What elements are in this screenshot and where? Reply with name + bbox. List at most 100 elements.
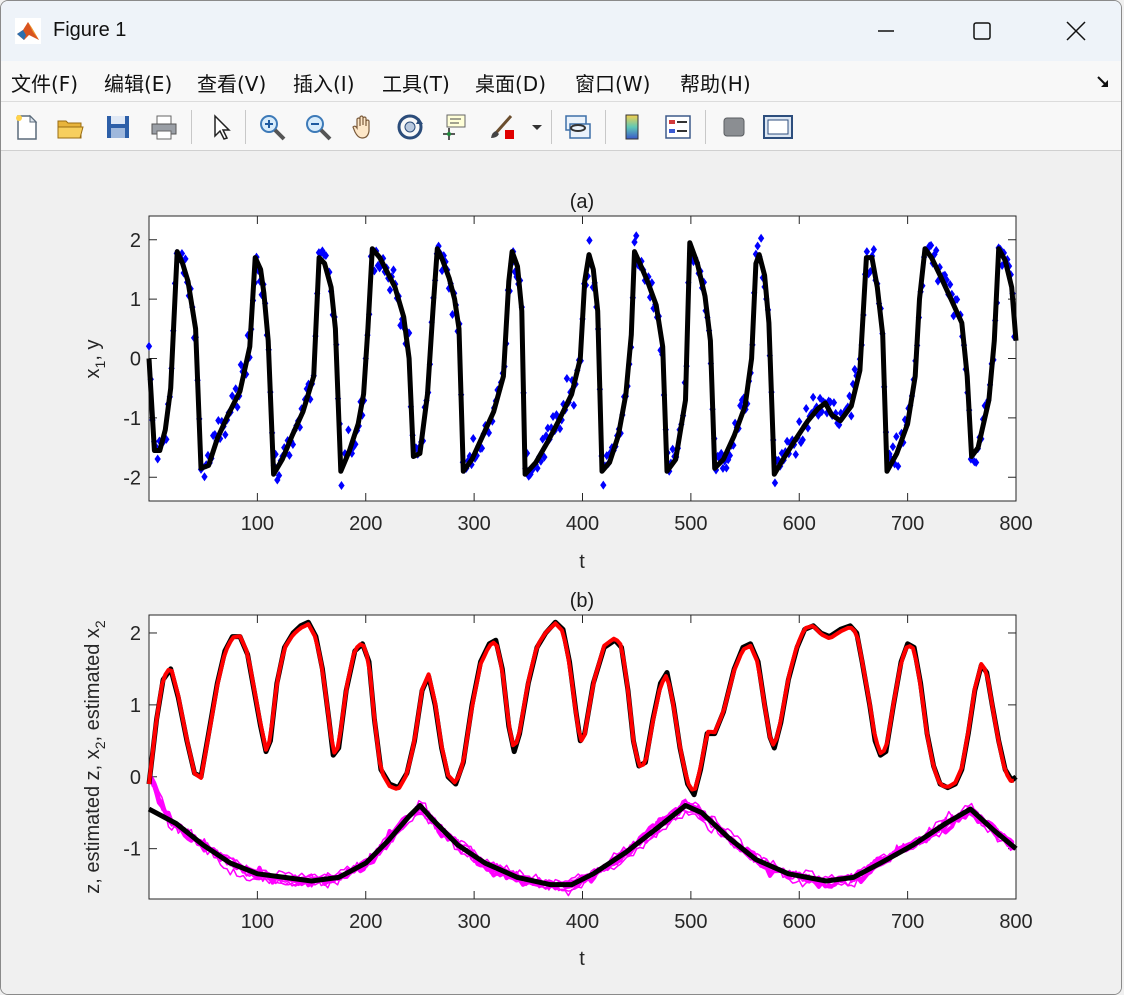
observation-marker — [286, 450, 293, 460]
axes-a-ticks: 100 200 300 400 500 600 700 800 -2 -1 0 1 2 — [123, 216, 1033, 535]
observation-marker — [792, 450, 799, 460]
axes-b-ylabel: z, estimated z, x2, estimated x2 — [82, 620, 108, 894]
observation-marker — [438, 266, 446, 276]
minimize-icon — [878, 30, 894, 32]
observation-marker — [145, 341, 153, 351]
x-tick-label: 200 — [349, 911, 382, 933]
observation-marker — [816, 393, 824, 403]
observation-marker — [870, 244, 877, 254]
show-plot-tools-button[interactable] — [761, 110, 795, 144]
observation-marker — [234, 402, 241, 412]
observation-marker — [275, 470, 283, 480]
x1-true-line — [146, 240, 1019, 477]
observation-marker — [201, 472, 208, 482]
axes-b[interactable]: (b) t z, estimated z, x2, estimated x2 1… — [82, 590, 1033, 970]
minimize-button[interactable] — [839, 1, 933, 61]
close-button[interactable] — [1029, 1, 1121, 61]
new-figure-button[interactable] — [9, 110, 43, 144]
data-cursor-button[interactable] — [437, 110, 471, 144]
observation-marker — [848, 411, 855, 421]
brush-dropdown-button[interactable] — [527, 110, 547, 144]
hide-plot-tools-button[interactable] — [717, 110, 751, 144]
y-tick-label: 0 — [130, 349, 141, 371]
observation-marker — [445, 283, 453, 293]
observation-marker — [889, 442, 897, 452]
toolbar-separator — [191, 110, 192, 144]
x-tick-label: 700 — [891, 513, 924, 535]
brush-icon — [491, 115, 514, 139]
observation-marker — [927, 240, 935, 250]
observation-marker — [796, 417, 803, 427]
new-figure-icon — [16, 114, 38, 140]
y-tick-label: 0 — [130, 767, 141, 789]
x-tick-label: 100 — [241, 513, 274, 535]
axes-a[interactable]: (a) t x1, y 100 200 300 400 500 600 700 800 -2 -1… — [82, 191, 1033, 573]
close-icon — [1066, 21, 1086, 41]
toolbar-separator — [605, 110, 606, 144]
x-tick-label: 500 — [674, 513, 707, 535]
observation-marker — [435, 241, 442, 251]
observation-marker — [863, 247, 871, 257]
x-tick-label: 200 — [349, 513, 382, 535]
maximize-button[interactable] — [935, 1, 1029, 61]
print-button[interactable] — [147, 110, 181, 144]
menu-file[interactable]: 文件(F) — [11, 72, 79, 96]
link-plot-button[interactable] — [561, 110, 595, 144]
observation-marker — [232, 384, 239, 394]
observation-marker — [303, 384, 310, 394]
observation-marker — [809, 392, 817, 402]
legend-button[interactable] — [661, 110, 695, 144]
observation-marker — [386, 285, 394, 295]
brush-button[interactable] — [485, 110, 519, 144]
menu-edit[interactable]: 编辑(E) — [104, 72, 173, 96]
pan-button[interactable] — [347, 110, 381, 144]
observation-marker — [830, 398, 838, 408]
rotate-3d-button[interactable] — [393, 110, 427, 144]
menu-insert[interactable]: 插入(I) — [293, 72, 355, 96]
observation-marker — [544, 423, 551, 433]
menu-tools[interactable]: 工具(T) — [382, 72, 450, 96]
chevron-down-icon — [532, 125, 542, 130]
menu-help[interactable]: 帮助(H) — [680, 72, 751, 96]
title-bar[interactable]: Figure 1 — [1, 1, 1121, 61]
x2-estimated-line — [147, 621, 1014, 792]
menu-view[interactable]: 查看(V) — [197, 72, 267, 96]
window-title: Figure 1 — [53, 19, 127, 41]
observation-marker — [229, 391, 236, 401]
menu-desktop[interactable]: 桌面(D) — [475, 72, 547, 96]
x-tick-label: 600 — [783, 513, 816, 535]
data-cursor-icon — [443, 114, 466, 140]
save-button[interactable] — [101, 110, 135, 144]
observation-marker — [570, 400, 577, 410]
observation-marker — [723, 463, 730, 473]
observation-marker — [894, 461, 902, 471]
pointer-button[interactable] — [203, 110, 237, 144]
observation-marker — [397, 320, 404, 330]
x-tick-label: 400 — [566, 513, 599, 535]
zoom-out-button[interactable] — [301, 110, 335, 144]
save-icon — [107, 116, 129, 138]
observation-marker — [586, 235, 593, 245]
observation-marker — [799, 435, 806, 445]
axes-b-ticks: 100 200 300 400 500 600 700 800 -1 0 1 2 — [123, 615, 1033, 933]
observation-marker — [669, 444, 676, 454]
x-tick-label: 100 — [241, 911, 274, 933]
open-button[interactable] — [53, 110, 87, 144]
observation-marker — [867, 266, 874, 276]
maximize-icon — [973, 22, 991, 40]
observation-marker — [933, 245, 940, 255]
observation-marker — [972, 457, 980, 467]
observation-marker — [338, 481, 345, 491]
x-tick-label: 700 — [891, 911, 924, 933]
colorbar-button[interactable] — [615, 110, 649, 144]
pointer-icon — [214, 114, 231, 140]
plots-svg: (a) t x1, y 100 200 300 400 500 600 700 800-2-1… — [82, 191, 1033, 970]
x-tick-label: 600 — [783, 911, 816, 933]
axes-b-xlabel: t — [579, 948, 585, 970]
zoom-in-icon — [260, 115, 286, 141]
menu-window[interactable]: 窗口(W) — [575, 72, 651, 96]
dock-arrow-icon[interactable] — [1095, 74, 1111, 90]
zoom-in-button[interactable] — [255, 110, 289, 144]
observation-marker — [211, 430, 219, 440]
